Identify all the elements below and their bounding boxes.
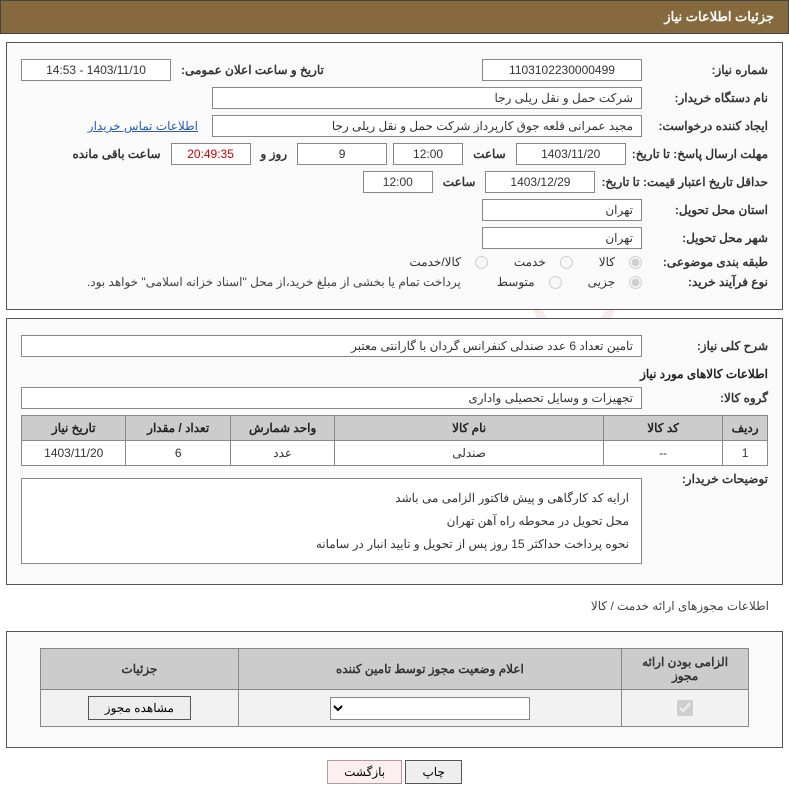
note-line-3: نحوه پرداخت حداکثر 15 روز پس از تحویل و …: [34, 533, 629, 556]
table-row: 1 -- صندلی عدد 6 1403/11/20: [22, 441, 768, 466]
days-left-value: 9: [297, 143, 387, 165]
province-value: تهران: [482, 199, 642, 221]
need-no-value: 1103102230000499: [482, 59, 642, 81]
lic-details-cell: مشاهده مجوز: [40, 690, 238, 727]
note-line-1: ارایه کد کارگاهی و پیش فاکتور الزامی می …: [34, 487, 629, 510]
print-button[interactable]: چاپ: [405, 760, 461, 784]
th-code: کد کالا: [603, 416, 722, 441]
cat-both-label: کالا/خدمت: [409, 255, 460, 269]
price-valid-label: حداقل تاریخ اعتبار قیمت: تا تاریخ:: [601, 175, 768, 189]
td-unit: عدد: [230, 441, 334, 466]
td-code: --: [603, 441, 722, 466]
cat-service-label: خدمت: [514, 255, 546, 269]
price-time-label: ساعت: [443, 175, 476, 189]
td-name: صندلی: [335, 441, 604, 466]
cat-both-radio: [475, 256, 488, 269]
cat-goods-label: کالا: [599, 255, 615, 269]
desc-label: شرح کلی نیاز:: [648, 339, 768, 353]
requester-value: مجید عمرانی قلعه جوق کارپرداز شرکت حمل و…: [212, 115, 642, 137]
announce-value: 1403/11/10 - 14:53: [21, 59, 171, 81]
goods-table: ردیف کد کالا نام کالا واحد شمارش تعداد /…: [21, 415, 768, 466]
buyer-org-value: شرکت حمل و نقل ریلی رجا: [212, 87, 642, 109]
desc-value: تامین تعداد 6 عدد صندلی کنفرانس گردان با…: [21, 335, 642, 357]
lic-mandatory-checkbox: [677, 700, 693, 716]
province-label: استان محل تحویل:: [648, 203, 768, 217]
proc-medium-radio: [549, 276, 562, 289]
proc-medium-label: متوسط: [497, 275, 535, 289]
cat-service-radio: [560, 256, 573, 269]
goods-info-heading: اطلاعات کالاهای مورد نیاز: [21, 367, 768, 381]
price-time-value: 12:00: [363, 171, 433, 193]
lic-status-cell: [239, 690, 622, 727]
td-qty: 6: [126, 441, 230, 466]
th-name: نام کالا: [335, 416, 604, 441]
proc-note: پرداخت تمام یا بخشی از مبلغ خرید،از محل …: [87, 275, 461, 289]
buyer-notes-box: ارایه کد کارگاهی و پیش فاکتور الزامی می …: [21, 478, 642, 564]
announce-label: تاریخ و ساعت اعلان عمومی:: [181, 63, 324, 77]
resp-time-label: ساعت: [473, 147, 506, 161]
buyer-contact-link[interactable]: اطلاعات تماس خریدار: [88, 119, 198, 133]
goods-group-label: گروه کالا:: [648, 391, 768, 405]
city-label: شهر محل تحویل:: [648, 231, 768, 245]
resp-deadline-label: مهلت ارسال پاسخ: تا تاریخ:: [632, 147, 768, 161]
cat-goods-radio: [629, 256, 642, 269]
license-table: الزامی بودن ارائه مجوز اعلام وضعیت مجوز …: [40, 648, 750, 727]
city-value: تهران: [482, 227, 642, 249]
td-idx: 1: [723, 441, 768, 466]
category-label: طبقه بندی موضوعی:: [648, 255, 768, 269]
note-line-2: محل تحویل در محوطه راه آهن تهران: [34, 510, 629, 533]
th-unit: واحد شمارش: [230, 416, 334, 441]
page-title: جزئیات اطلاعات نیاز: [664, 9, 774, 24]
license-section: الزامی بودن ارائه مجوز اعلام وضعیت مجوز …: [6, 631, 783, 748]
td-date: 1403/11/20: [22, 441, 126, 466]
th-date: تاریخ نیاز: [22, 416, 126, 441]
th-qty: تعداد / مقدار: [126, 416, 230, 441]
footer-actions: چاپ بازگشت: [0, 760, 789, 784]
proc-type-label: نوع فرآیند خرید:: [648, 275, 768, 289]
remaining-label: ساعت باقی مانده: [72, 147, 160, 161]
proc-partial-label: جزیی: [588, 275, 615, 289]
requester-label: ایجاد کننده درخواست:: [648, 119, 768, 133]
need-details-section: شماره نیاز: 1103102230000499 تاریخ و ساع…: [6, 42, 783, 310]
lic-th-status: اعلام وضعیت مجوز توسط تامین کننده: [239, 649, 622, 690]
time-left-value: 20:49:35: [171, 143, 251, 165]
th-idx: ردیف: [723, 416, 768, 441]
proc-partial-radio: [629, 276, 642, 289]
goods-group-value: تجهیزات و وسایل تحصیلی واداری: [21, 387, 642, 409]
buyer-org-label: نام دستگاه خریدار:: [648, 91, 768, 105]
view-license-button[interactable]: مشاهده مجوز: [88, 696, 191, 720]
license-row: مشاهده مجوز: [40, 690, 749, 727]
lic-th-details: جزئیات: [40, 649, 238, 690]
resp-time-value: 12:00: [393, 143, 463, 165]
page-title-bar: جزئیات اطلاعات نیاز: [0, 0, 789, 34]
price-date-value: 1403/12/29: [485, 171, 595, 193]
need-no-label: شماره نیاز:: [648, 63, 768, 77]
lic-th-mandatory: الزامی بودن ارائه مجوز: [621, 649, 749, 690]
days-and-label: روز و: [261, 147, 288, 161]
license-section-title: اطلاعات مجوزهای ارائه خدمت / کالا: [0, 593, 789, 623]
desc-goods-section: شرح کلی نیاز: تامین تعداد 6 عدد صندلی کن…: [6, 318, 783, 585]
buyer-notes-label: توضیحات خریدار:: [648, 472, 768, 486]
lic-mandatory-cell: [621, 690, 749, 727]
back-button[interactable]: بازگشت: [327, 760, 402, 784]
resp-date-value: 1403/11/20: [516, 143, 626, 165]
lic-status-select[interactable]: [330, 697, 530, 720]
